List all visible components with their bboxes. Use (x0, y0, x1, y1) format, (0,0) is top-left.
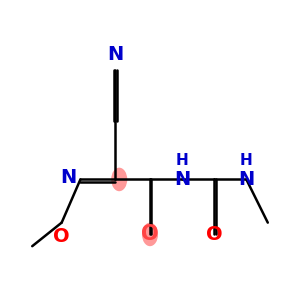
Text: N: N (174, 170, 190, 189)
Text: H: H (240, 154, 253, 169)
Circle shape (142, 223, 158, 246)
Text: N: N (238, 170, 254, 189)
Text: H: H (176, 154, 188, 169)
Text: O: O (206, 225, 223, 244)
Text: O: O (53, 226, 70, 246)
Text: N: N (60, 168, 76, 187)
Text: O: O (141, 224, 159, 244)
Text: N: N (107, 45, 123, 64)
Circle shape (111, 168, 127, 191)
